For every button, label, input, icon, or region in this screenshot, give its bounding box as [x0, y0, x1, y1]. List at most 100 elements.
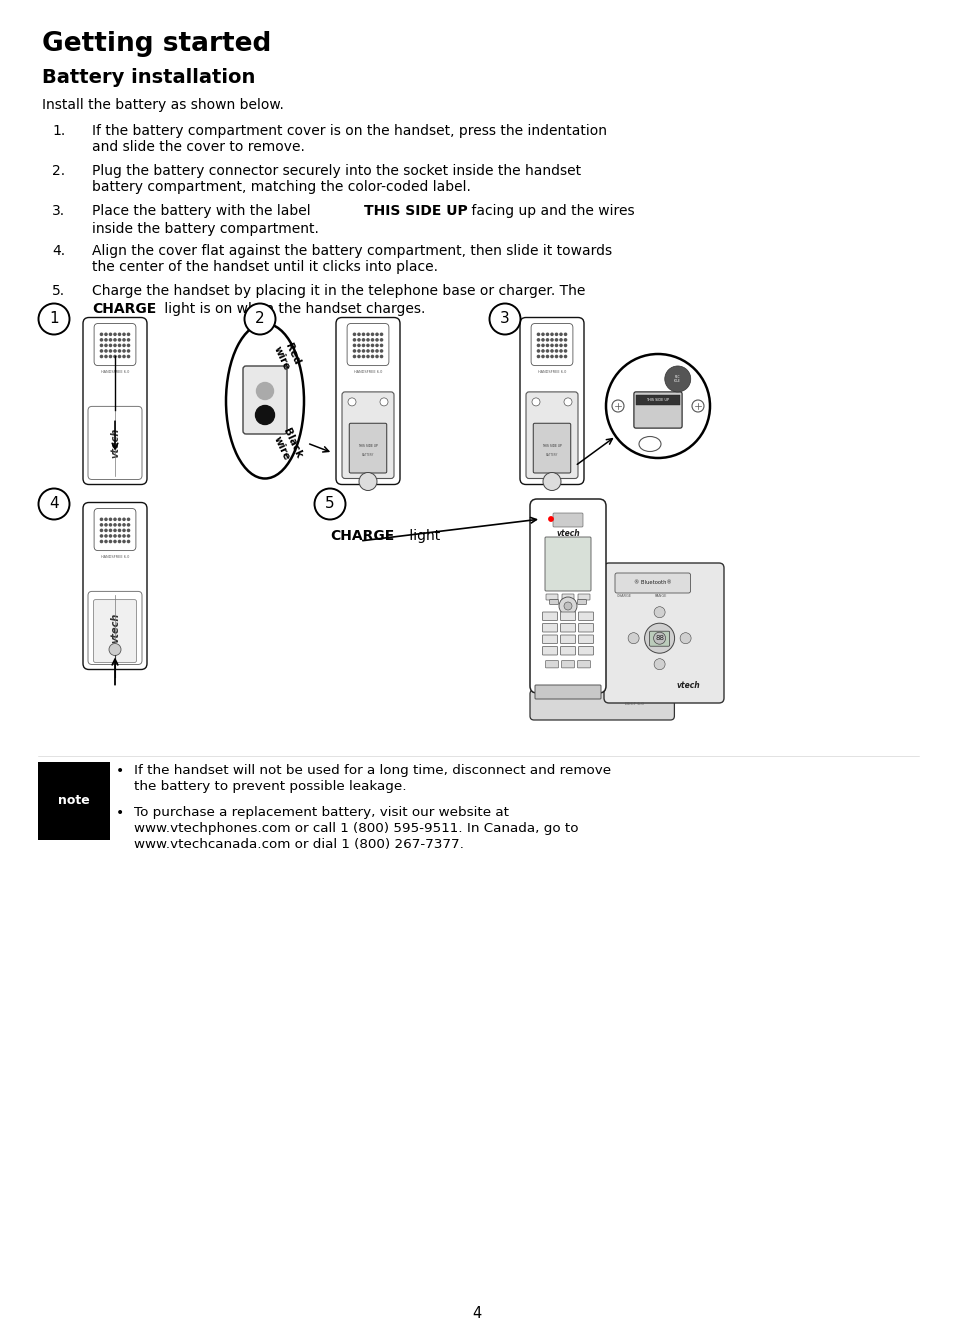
FancyBboxPatch shape	[578, 624, 593, 632]
Circle shape	[627, 633, 639, 644]
Circle shape	[105, 350, 107, 353]
Ellipse shape	[226, 323, 304, 478]
Circle shape	[100, 350, 103, 353]
Circle shape	[123, 333, 125, 335]
FancyBboxPatch shape	[525, 391, 578, 478]
Text: CHARGE: CHARGE	[330, 529, 394, 542]
FancyBboxPatch shape	[561, 595, 574, 600]
Circle shape	[38, 489, 70, 520]
Text: •: •	[116, 764, 124, 778]
Circle shape	[605, 354, 709, 458]
Text: •: •	[116, 806, 124, 820]
Text: ® Bluetooth®: ® Bluetooth®	[633, 581, 671, 585]
Circle shape	[113, 524, 116, 526]
FancyBboxPatch shape	[535, 685, 600, 699]
FancyBboxPatch shape	[649, 631, 669, 647]
Circle shape	[128, 333, 130, 335]
Circle shape	[489, 303, 520, 334]
Circle shape	[118, 355, 120, 358]
Circle shape	[691, 399, 703, 411]
FancyBboxPatch shape	[542, 647, 557, 655]
FancyBboxPatch shape	[530, 500, 605, 693]
Circle shape	[123, 518, 125, 521]
Text: THIS SIDE UP: THIS SIDE UP	[357, 444, 377, 448]
Text: If the battery compartment cover is on the handset, press the indentation
and sl: If the battery compartment cover is on t…	[91, 124, 606, 154]
Circle shape	[110, 333, 112, 335]
Circle shape	[660, 415, 666, 421]
Text: light: light	[405, 529, 439, 542]
Circle shape	[353, 339, 355, 341]
Circle shape	[357, 339, 359, 341]
FancyBboxPatch shape	[38, 762, 110, 840]
FancyBboxPatch shape	[93, 600, 136, 663]
FancyBboxPatch shape	[94, 323, 135, 366]
Circle shape	[367, 350, 369, 353]
Circle shape	[550, 333, 553, 335]
Text: 1: 1	[50, 311, 59, 326]
Circle shape	[113, 518, 116, 521]
Text: vtech: vtech	[110, 613, 120, 643]
Circle shape	[550, 345, 553, 346]
Circle shape	[110, 355, 112, 358]
Circle shape	[357, 345, 359, 346]
Circle shape	[380, 345, 382, 346]
Circle shape	[362, 345, 364, 346]
Circle shape	[371, 339, 374, 341]
Text: note: note	[58, 795, 90, 807]
Circle shape	[128, 355, 130, 358]
Text: DECT 6.0: DECT 6.0	[624, 701, 642, 705]
Text: 4: 4	[472, 1307, 481, 1321]
FancyBboxPatch shape	[83, 502, 147, 669]
Circle shape	[123, 345, 125, 346]
Circle shape	[672, 415, 677, 421]
Circle shape	[105, 355, 107, 358]
Circle shape	[110, 350, 112, 353]
Circle shape	[113, 355, 116, 358]
Circle shape	[654, 659, 664, 669]
FancyBboxPatch shape	[530, 689, 674, 720]
Text: HANDSFREE 6.0: HANDSFREE 6.0	[354, 370, 382, 374]
Circle shape	[353, 350, 355, 353]
Circle shape	[100, 534, 103, 537]
Text: 2.: 2.	[52, 164, 65, 178]
Circle shape	[105, 534, 107, 537]
FancyBboxPatch shape	[531, 323, 573, 366]
Circle shape	[105, 540, 107, 542]
Circle shape	[550, 355, 553, 358]
Circle shape	[375, 339, 377, 341]
Circle shape	[371, 333, 374, 335]
Circle shape	[110, 518, 112, 521]
FancyBboxPatch shape	[542, 624, 557, 632]
Circle shape	[362, 355, 364, 358]
Circle shape	[128, 534, 130, 537]
FancyBboxPatch shape	[603, 562, 723, 703]
Circle shape	[371, 345, 374, 346]
Circle shape	[110, 529, 112, 532]
Circle shape	[537, 345, 539, 346]
Circle shape	[362, 350, 364, 353]
Text: If the handset will not be used for a long time, disconnect and remove: If the handset will not be used for a lo…	[133, 764, 611, 778]
Circle shape	[118, 350, 120, 353]
Text: BATTERY: BATTERY	[361, 453, 374, 457]
Text: Place the battery with the label: Place the battery with the label	[91, 204, 314, 218]
Circle shape	[546, 333, 548, 335]
Text: 1.: 1.	[52, 124, 65, 138]
FancyBboxPatch shape	[553, 513, 582, 526]
Circle shape	[679, 633, 690, 644]
Text: THIS SIDE UP: THIS SIDE UP	[646, 398, 669, 402]
Circle shape	[105, 518, 107, 521]
Circle shape	[380, 339, 382, 341]
Circle shape	[109, 644, 121, 656]
FancyBboxPatch shape	[519, 318, 583, 485]
Text: HANDSFREE 6.0: HANDSFREE 6.0	[101, 554, 129, 558]
Text: BATTERY: BATTERY	[545, 453, 558, 457]
FancyBboxPatch shape	[349, 424, 386, 473]
Circle shape	[255, 406, 274, 425]
FancyBboxPatch shape	[545, 595, 558, 600]
Text: vtech: vtech	[556, 529, 579, 538]
Circle shape	[105, 345, 107, 346]
Text: Getting started: Getting started	[42, 31, 271, 57]
Circle shape	[113, 339, 116, 341]
FancyBboxPatch shape	[578, 635, 593, 644]
Circle shape	[537, 333, 539, 335]
